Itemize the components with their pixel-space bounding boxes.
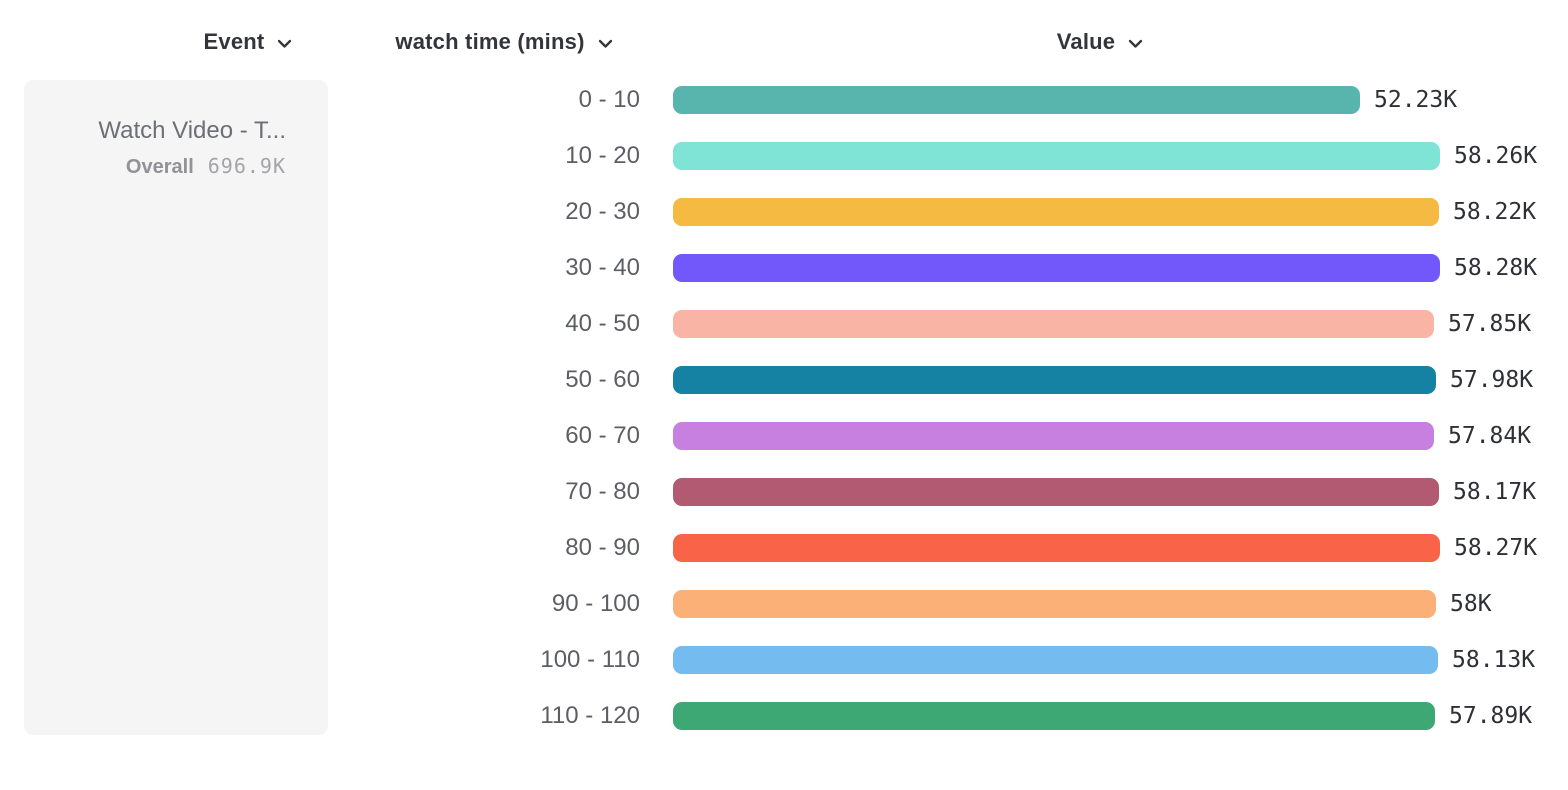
value-label: 57.84K [1448,423,1532,449]
bucket-label: 80 - 90 [565,534,640,561]
value-column-label: Value [1056,29,1116,54]
chart-row: 110 - 120 57.89K [0,688,1568,744]
watch-time-column-label: watch time (mins) [395,29,585,54]
bucket-label: 20 - 30 [565,198,640,225]
chart-row: 10 - 20 58.26K [0,128,1568,184]
value-label: 58.26K [1454,143,1538,169]
value-bar[interactable] [673,590,1436,618]
event-overall-row: Overall 696.9K [24,154,286,179]
value-bar[interactable] [673,422,1434,450]
bucket-label: 10 - 20 [565,142,640,169]
value-bar[interactable] [673,198,1439,226]
event-title: Watch Video - T... [98,117,286,144]
value-bar[interactable] [673,366,1436,394]
chart-row: 80 - 90 58.27K [0,520,1568,576]
chart-row: 70 - 80 58.17K [0,464,1568,520]
watch-time-column-header[interactable]: watch time (mins) [374,27,634,57]
chevron-down-icon [1128,39,1143,49]
event-column-header[interactable]: Event [168,27,328,57]
bucket-label: 60 - 70 [565,422,640,449]
chart-row: 60 - 70 57.84K [0,408,1568,464]
bucket-label: 50 - 60 [565,366,640,393]
event-card[interactable]: Watch Video - T... Overall 696.9K [24,80,328,735]
value-label: 52.23K [1374,87,1458,113]
value-bar[interactable] [673,310,1434,338]
chevron-down-icon [598,39,613,49]
bucket-label: 0 - 10 [578,86,640,113]
value-bar[interactable] [673,142,1440,170]
value-label: 58.22K [1453,199,1537,225]
bucket-label: 70 - 80 [565,478,640,505]
value-label: 58K [1450,591,1492,617]
value-label: 57.89K [1449,703,1533,729]
chart-row: 40 - 50 57.85K [0,296,1568,352]
value-label: 58.17K [1453,479,1537,505]
chart-row: 90 - 100 58K [0,576,1568,632]
bucket-label: 110 - 120 [540,702,640,729]
value-label: 57.98K [1450,367,1534,393]
value-label: 58.27K [1454,535,1538,561]
chart-row: 20 - 30 58.22K [0,184,1568,240]
value-label: 57.85K [1448,311,1532,337]
chart-row: 30 - 40 58.28K [0,240,1568,296]
chart-row: 100 - 110 58.13K [0,632,1568,688]
chevron-down-icon [277,39,292,49]
chart-row: 50 - 60 57.98K [0,352,1568,408]
chart-row: 0 - 10 52.23K [0,72,1568,128]
bucket-label: 40 - 50 [565,310,640,337]
value-bar[interactable] [673,702,1435,730]
bucket-label: 30 - 40 [565,254,640,281]
value-label: 58.13K [1452,647,1536,673]
value-bar[interactable] [673,86,1360,114]
overall-value: 696.9K [207,154,286,178]
event-column-label: Event [203,29,265,54]
bucket-label: 100 - 110 [540,646,640,673]
value-bar[interactable] [673,254,1440,282]
value-bar[interactable] [673,478,1439,506]
value-bar[interactable] [673,646,1438,674]
overall-label: Overall [125,156,194,178]
value-bar[interactable] [673,534,1440,562]
value-column-header[interactable]: Value [1000,27,1200,57]
bucket-label: 90 - 100 [551,590,640,617]
value-label: 58.28K [1454,255,1538,281]
